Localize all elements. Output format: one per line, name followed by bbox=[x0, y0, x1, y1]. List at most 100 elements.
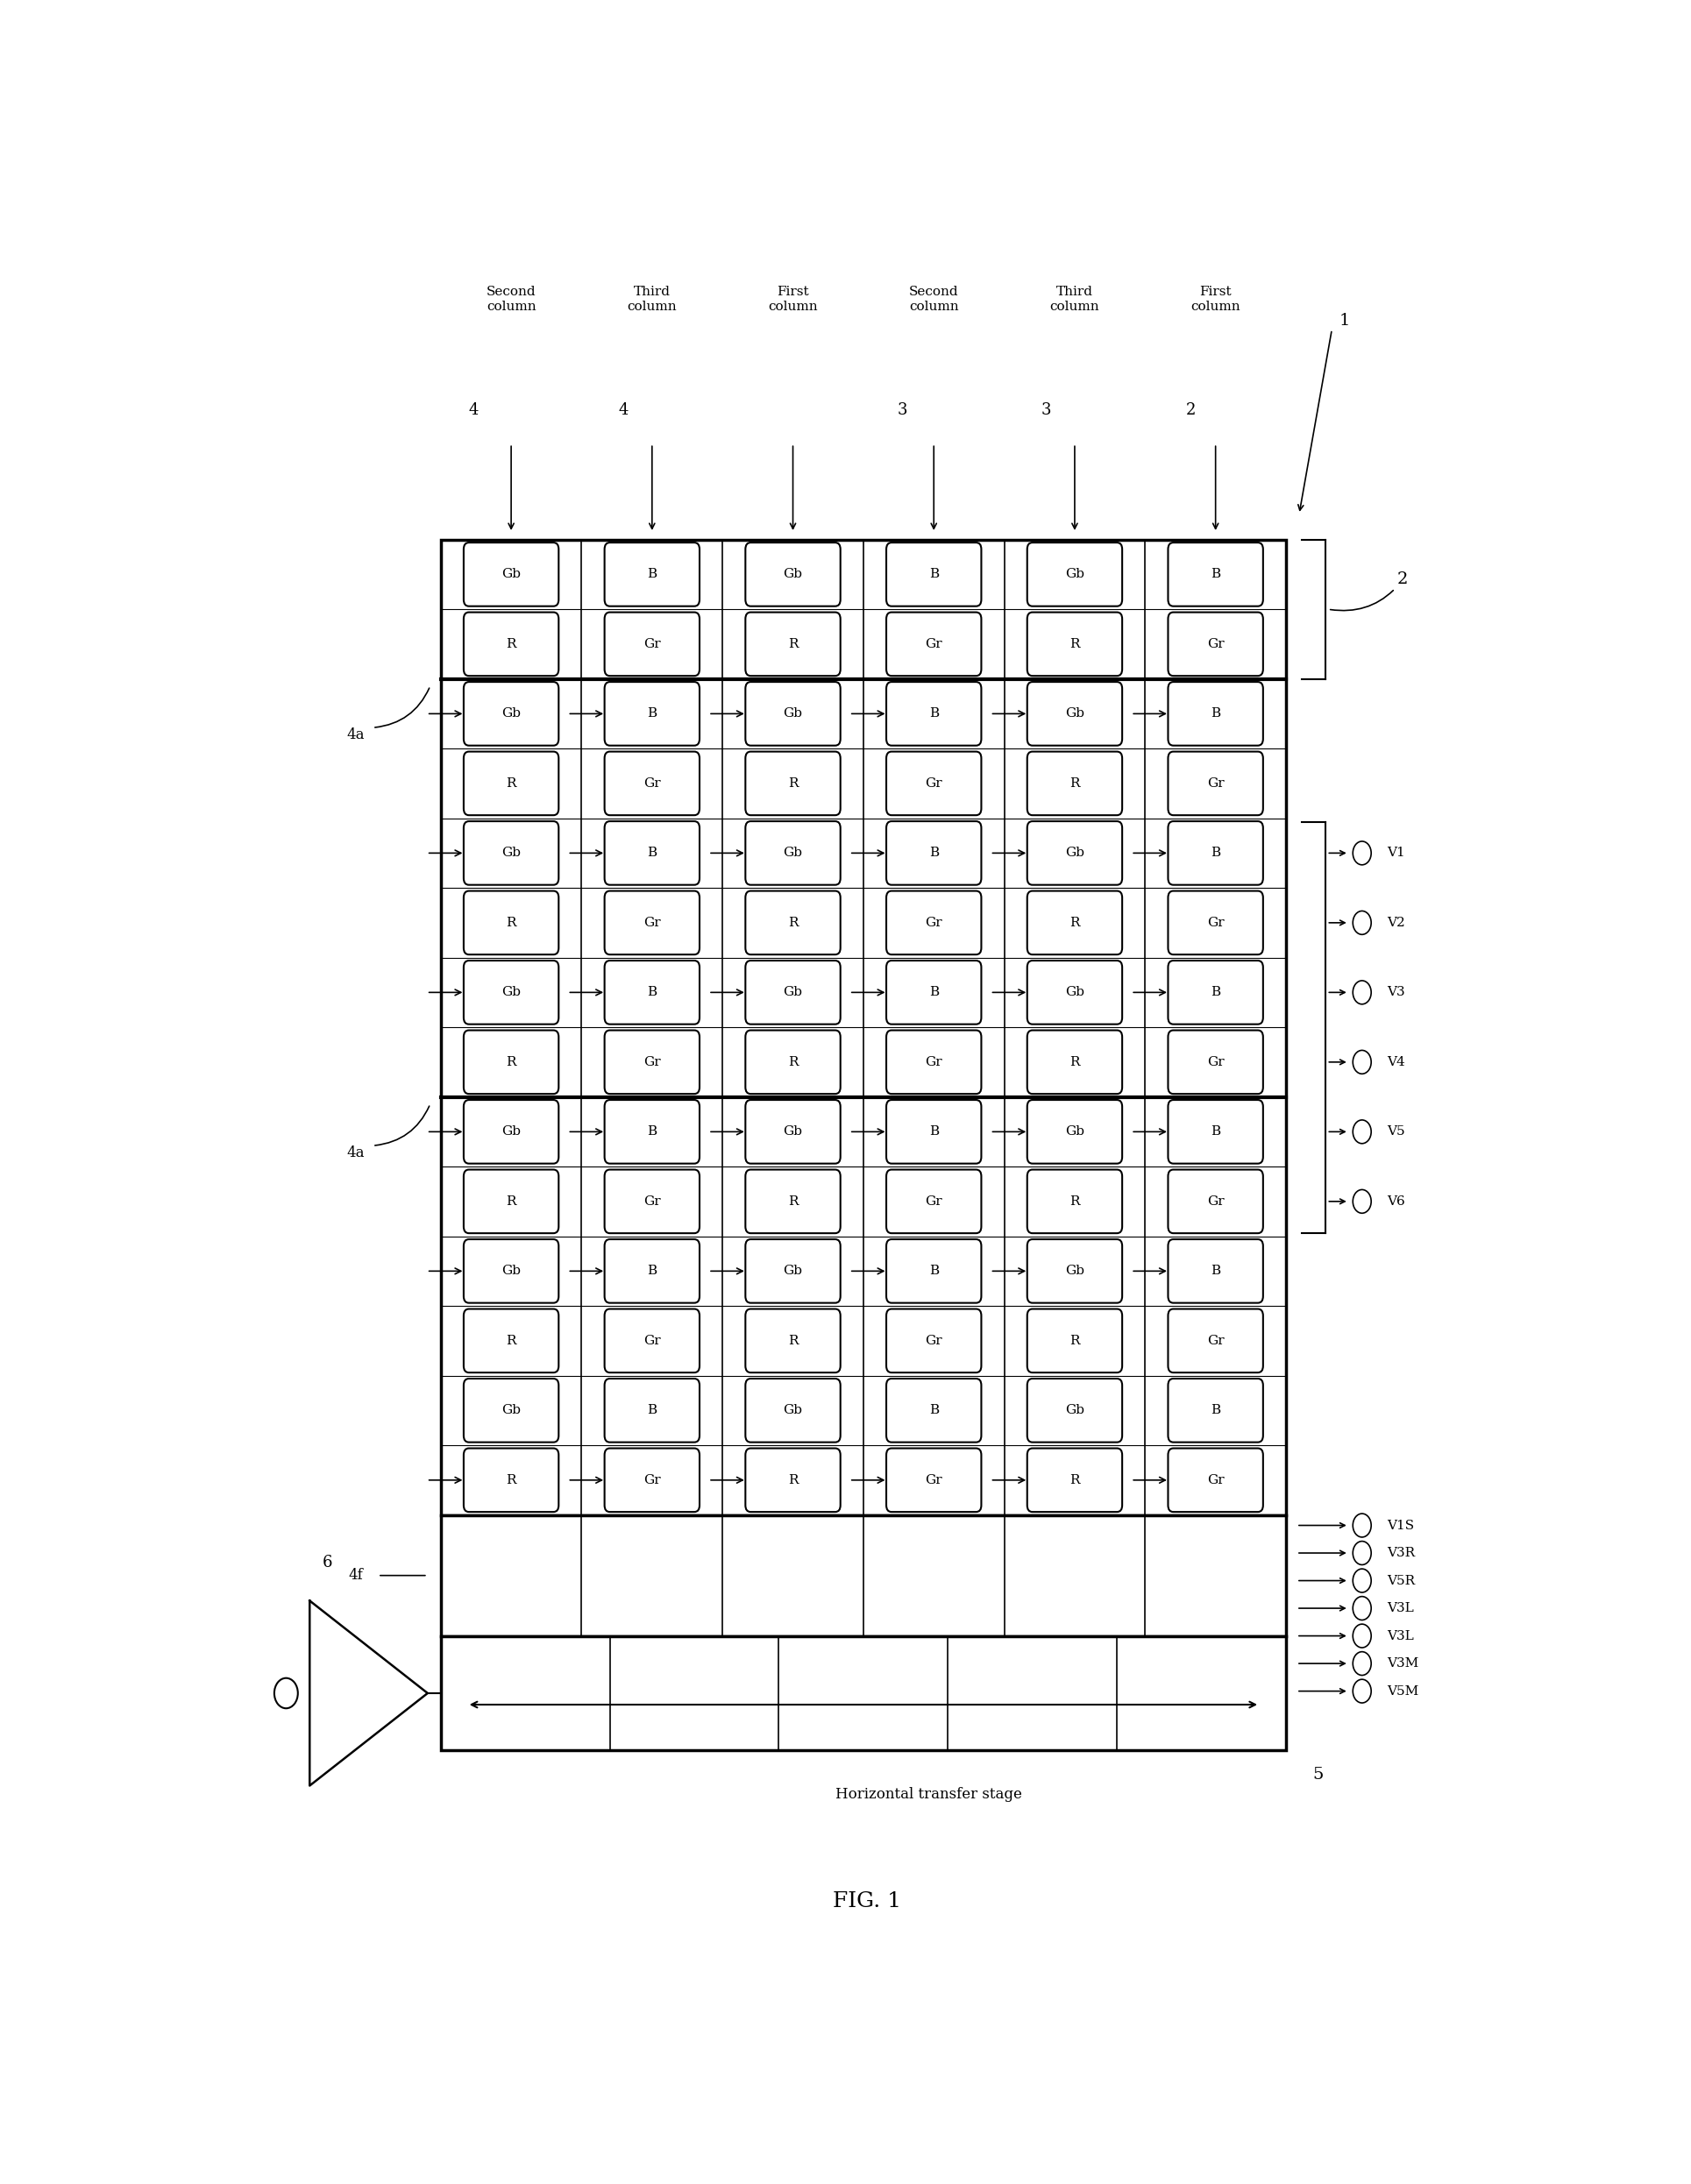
Bar bbox=[441, 1516, 1285, 1636]
Text: 3: 3 bbox=[1042, 402, 1052, 417]
Text: Gr: Gr bbox=[1207, 1334, 1224, 1348]
Text: Gr: Gr bbox=[644, 638, 661, 651]
Text: Third
column: Third column bbox=[627, 286, 676, 312]
FancyBboxPatch shape bbox=[1168, 751, 1263, 815]
Text: R: R bbox=[1070, 1474, 1081, 1487]
FancyBboxPatch shape bbox=[1168, 1171, 1263, 1234]
FancyBboxPatch shape bbox=[746, 1308, 840, 1372]
FancyBboxPatch shape bbox=[746, 891, 840, 954]
Text: B: B bbox=[928, 1125, 939, 1138]
Text: 4f: 4f bbox=[348, 1568, 364, 1583]
FancyBboxPatch shape bbox=[463, 1101, 558, 1164]
Text: V3: V3 bbox=[1387, 987, 1405, 998]
Text: Gb: Gb bbox=[502, 1404, 521, 1417]
FancyBboxPatch shape bbox=[746, 612, 840, 675]
Text: Gr: Gr bbox=[925, 638, 942, 651]
FancyBboxPatch shape bbox=[605, 961, 700, 1024]
Text: V2: V2 bbox=[1387, 917, 1405, 928]
Text: 4: 4 bbox=[468, 402, 479, 417]
Text: Gb: Gb bbox=[502, 568, 521, 581]
FancyBboxPatch shape bbox=[1168, 1308, 1263, 1372]
Text: R: R bbox=[788, 638, 798, 651]
Text: Gr: Gr bbox=[644, 1334, 661, 1348]
Text: Gr: Gr bbox=[644, 917, 661, 928]
Text: B: B bbox=[648, 987, 656, 998]
FancyBboxPatch shape bbox=[886, 1378, 981, 1441]
Text: B: B bbox=[928, 847, 939, 858]
Text: Gr: Gr bbox=[1207, 1474, 1224, 1487]
FancyBboxPatch shape bbox=[886, 1308, 981, 1372]
Text: Gb: Gb bbox=[1065, 987, 1084, 998]
Bar bbox=[441, 539, 1285, 1516]
Text: B: B bbox=[928, 1404, 939, 1417]
Text: R: R bbox=[788, 1334, 798, 1348]
FancyBboxPatch shape bbox=[605, 1031, 700, 1094]
Text: Gr: Gr bbox=[644, 1195, 661, 1208]
Text: Gr: Gr bbox=[925, 917, 942, 928]
Text: Gb: Gb bbox=[502, 987, 521, 998]
Text: Gr: Gr bbox=[925, 1474, 942, 1487]
Text: First
column: First column bbox=[768, 286, 818, 312]
Text: Gr: Gr bbox=[1207, 638, 1224, 651]
Text: R: R bbox=[506, 1195, 516, 1208]
Text: Gr: Gr bbox=[925, 1195, 942, 1208]
FancyBboxPatch shape bbox=[1168, 1101, 1263, 1164]
Text: B: B bbox=[1211, 987, 1221, 998]
Text: V3R: V3R bbox=[1387, 1546, 1415, 1559]
Text: Gb: Gb bbox=[783, 1125, 803, 1138]
Text: R: R bbox=[506, 638, 516, 651]
FancyBboxPatch shape bbox=[1168, 612, 1263, 675]
Text: Gr: Gr bbox=[1207, 1195, 1224, 1208]
Text: V3L: V3L bbox=[1387, 1603, 1414, 1614]
Text: Horizontal transfer stage: Horizontal transfer stage bbox=[835, 1787, 1021, 1802]
FancyBboxPatch shape bbox=[1168, 891, 1263, 954]
Bar bbox=[441, 1636, 1285, 1749]
Text: 2: 2 bbox=[1331, 572, 1409, 612]
FancyBboxPatch shape bbox=[746, 961, 840, 1024]
Text: 5: 5 bbox=[1312, 1767, 1322, 1782]
FancyBboxPatch shape bbox=[605, 1101, 700, 1164]
Text: Gb: Gb bbox=[783, 1265, 803, 1278]
Text: Gb: Gb bbox=[783, 987, 803, 998]
FancyBboxPatch shape bbox=[605, 751, 700, 815]
Text: 1: 1 bbox=[1339, 312, 1351, 330]
Text: Gb: Gb bbox=[502, 1265, 521, 1278]
FancyBboxPatch shape bbox=[463, 821, 558, 885]
FancyBboxPatch shape bbox=[1168, 542, 1263, 607]
Text: B: B bbox=[648, 568, 656, 581]
Text: B: B bbox=[1211, 1125, 1221, 1138]
Text: R: R bbox=[788, 1055, 798, 1068]
Text: R: R bbox=[788, 1195, 798, 1208]
FancyBboxPatch shape bbox=[746, 1171, 840, 1234]
Text: 6: 6 bbox=[323, 1555, 333, 1570]
FancyBboxPatch shape bbox=[1168, 1238, 1263, 1304]
FancyBboxPatch shape bbox=[1026, 1031, 1123, 1094]
FancyBboxPatch shape bbox=[463, 961, 558, 1024]
FancyBboxPatch shape bbox=[886, 1448, 981, 1511]
Text: 3: 3 bbox=[898, 402, 908, 417]
Text: R: R bbox=[1070, 1195, 1081, 1208]
Text: B: B bbox=[1211, 847, 1221, 858]
FancyBboxPatch shape bbox=[1026, 751, 1123, 815]
FancyBboxPatch shape bbox=[886, 1238, 981, 1304]
FancyBboxPatch shape bbox=[1168, 821, 1263, 885]
FancyBboxPatch shape bbox=[886, 1101, 981, 1164]
FancyBboxPatch shape bbox=[886, 681, 981, 745]
Polygon shape bbox=[309, 1601, 428, 1787]
FancyBboxPatch shape bbox=[1026, 1238, 1123, 1304]
FancyBboxPatch shape bbox=[1026, 1448, 1123, 1511]
FancyBboxPatch shape bbox=[746, 681, 840, 745]
FancyBboxPatch shape bbox=[1026, 1101, 1123, 1164]
FancyBboxPatch shape bbox=[1168, 1031, 1263, 1094]
Text: First
column: First column bbox=[1190, 286, 1241, 312]
FancyBboxPatch shape bbox=[1026, 1378, 1123, 1441]
Text: V3L: V3L bbox=[1387, 1629, 1414, 1642]
FancyBboxPatch shape bbox=[1026, 1308, 1123, 1372]
Text: Gb: Gb bbox=[502, 708, 521, 721]
Text: B: B bbox=[1211, 568, 1221, 581]
FancyBboxPatch shape bbox=[463, 1308, 558, 1372]
Text: R: R bbox=[1070, 638, 1081, 651]
FancyBboxPatch shape bbox=[746, 1101, 840, 1164]
Text: Gr: Gr bbox=[1207, 778, 1224, 791]
FancyBboxPatch shape bbox=[1026, 542, 1123, 607]
